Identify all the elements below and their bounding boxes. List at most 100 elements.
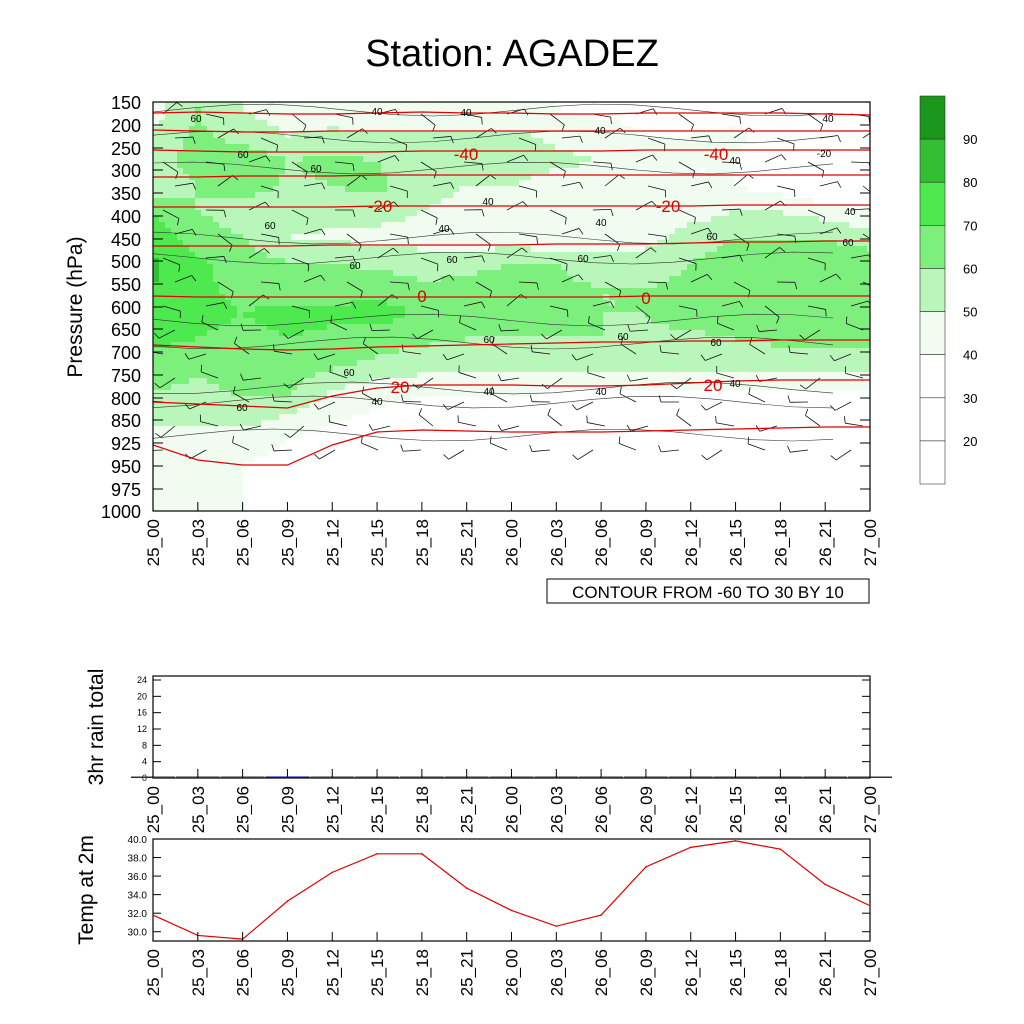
contour-fill-cell [447, 222, 454, 229]
contour-fill-cell [675, 150, 682, 157]
contour-fill-cell [351, 270, 358, 277]
contour-fill-cell [573, 138, 580, 145]
contour-fill-cell [651, 306, 658, 313]
contour-fill-cell [255, 372, 262, 379]
contour-fill-cell [291, 330, 298, 337]
contour-fill-cell [285, 306, 292, 313]
contour-fill-cell [849, 300, 856, 307]
contour-fill-cell [339, 282, 346, 289]
contour-fill-cell [729, 174, 736, 181]
contour-fill-cell [159, 318, 166, 325]
contour-fill-cell [255, 258, 262, 265]
contour-fill-cell [477, 348, 484, 355]
contour-fill-cell [675, 216, 682, 223]
contour-fill-cell [819, 252, 826, 259]
contour-fill-cell [825, 306, 832, 313]
contour-fill-cell [429, 312, 436, 319]
contour-fill-cell [555, 180, 562, 187]
contour-fill-cell [429, 150, 436, 157]
contour-fill-cell [627, 366, 634, 373]
contour-fill-cell [561, 114, 568, 121]
contour-fill-cell [171, 186, 178, 193]
contour-fill-cell [705, 312, 712, 319]
contour-fill-cell [723, 222, 730, 229]
contour-fill-cell [543, 360, 550, 367]
contour-fill-cell [831, 258, 838, 265]
contour-fill-cell [267, 264, 274, 271]
contour-fill-cell [201, 144, 208, 151]
contour-fill-cell [645, 180, 652, 187]
contour-fill-cell [309, 372, 316, 379]
contour-fill-cell [801, 348, 808, 355]
contour-fill-cell [249, 180, 256, 187]
contour-fill-cell [579, 306, 586, 313]
contour-fill-cell [381, 300, 388, 307]
contour-fill-cell [327, 156, 334, 163]
contour-fill-cell [693, 168, 700, 175]
contour-fill-cell [273, 270, 280, 277]
contour-fill-cell [417, 222, 424, 229]
contour-fill-cell [729, 168, 736, 175]
contour-fill-cell [633, 228, 640, 235]
contour-fill-cell [525, 228, 532, 235]
contour-fill-cell [711, 282, 718, 289]
contour-fill-cell [327, 360, 334, 367]
contour-fill-cell [765, 318, 772, 325]
contour-fill-cell [279, 306, 286, 313]
contour-fill-cell [339, 306, 346, 313]
contour-fill-cell [507, 306, 514, 313]
contour-fill-cell [507, 354, 514, 361]
contour-fill-cell [531, 210, 538, 217]
contour-fill-cell [519, 336, 526, 343]
contour-fill-cell [447, 282, 454, 289]
contour-fill-cell [651, 294, 658, 301]
contour-fill-cell [285, 276, 292, 283]
contour-fill-cell [273, 258, 280, 265]
contour-fill-cell [441, 372, 448, 379]
contour-fill-cell [219, 126, 226, 133]
contour-fill-cell [189, 198, 196, 205]
contour-fill-cell [549, 222, 556, 229]
contour-fill-cell [741, 342, 748, 349]
contour-fill-cell [267, 372, 274, 379]
contour-fill-cell [153, 126, 160, 133]
contour-fill-cell [483, 270, 490, 277]
contour-fill-cell [423, 372, 430, 379]
contour-fill-cell [213, 156, 220, 163]
contour-fill-cell [195, 180, 202, 187]
contour-fill-cell [381, 270, 388, 277]
contour-fill-cell [309, 348, 316, 355]
contour-fill-cell [729, 162, 736, 169]
contour-fill-cell [495, 120, 502, 127]
contour-fill-cell [777, 210, 784, 217]
contour-fill-cell [339, 342, 346, 349]
contour-fill-cell [699, 348, 706, 355]
contour-fill-cell [189, 120, 196, 127]
contour-fill-cell [855, 360, 862, 367]
contour-fill-cell [591, 300, 598, 307]
contour-fill-cell [741, 294, 748, 301]
contour-fill-cell [219, 336, 226, 343]
contour-fill-cell [249, 156, 256, 163]
contour-fill-cell [303, 114, 310, 121]
contour-fill-cell [321, 162, 328, 169]
contour-fill-cell [567, 204, 574, 211]
contour-fill-cell [339, 252, 346, 259]
contour-fill-cell [369, 138, 376, 145]
contour-fill-cell [519, 300, 526, 307]
contour-fill-cell [393, 186, 400, 193]
contour-fill-cell [207, 312, 214, 319]
contour-fill-cell [795, 336, 802, 343]
contour-fill-cell [411, 228, 418, 235]
contour-fill-cell [435, 102, 442, 109]
contour-fill-cell [429, 234, 436, 241]
contour-fill-cell [345, 102, 352, 109]
contour-fill-cell [627, 294, 634, 301]
contour-fill-cell [189, 276, 196, 283]
contour-fill-cell [801, 270, 808, 277]
contour-fill-cell [717, 150, 724, 157]
contour-fill-cell [381, 318, 388, 325]
contour-fill-cell [159, 120, 166, 127]
contour-fill-cell [297, 246, 304, 253]
contour-fill-cell [741, 336, 748, 343]
